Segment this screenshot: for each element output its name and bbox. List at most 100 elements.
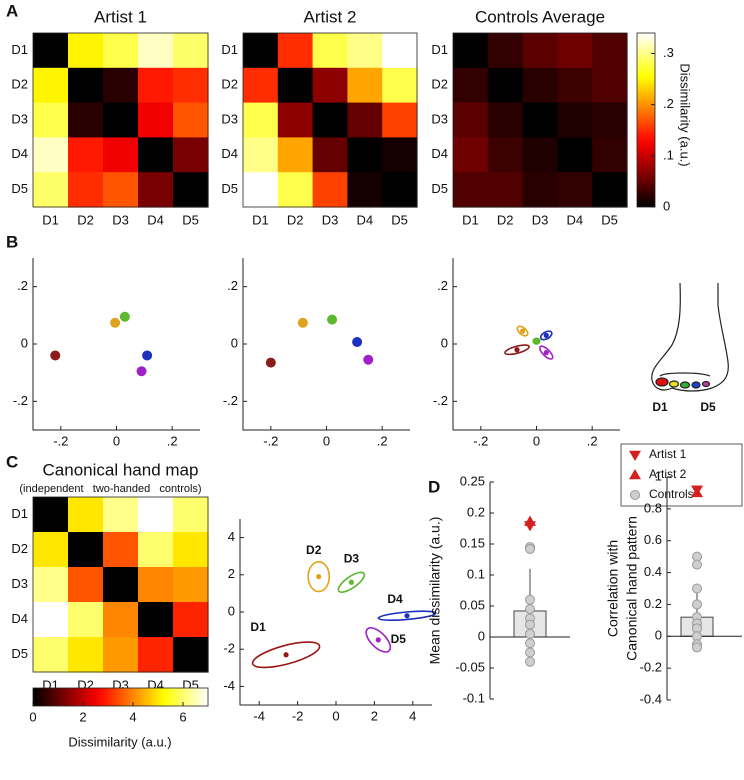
x-tick-label: .2	[377, 433, 388, 448]
heatmap-cell	[453, 67, 489, 104]
heatmap-cell	[103, 137, 139, 173]
colorbar	[32, 687, 209, 707]
confidence-ellipse	[532, 337, 541, 345]
x-tick-label: D4	[147, 212, 164, 227]
y-tick-label: -2	[223, 641, 235, 656]
heatmap-cell	[557, 172, 593, 208]
y-tick-label: -.2	[433, 393, 448, 408]
heatmap-cell	[138, 102, 174, 138]
x-tick-label: D5	[601, 212, 618, 227]
heatmap-cell	[138, 172, 174, 208]
x-tick-label: -.2	[473, 433, 488, 448]
point	[525, 619, 535, 630]
y-axis-label: Mean dissimilarity (a.u.)	[427, 517, 443, 665]
colorbar-tick-label: .1	[663, 147, 674, 162]
y-tick-label: 0	[655, 628, 662, 643]
point	[691, 486, 703, 498]
y-tick-label: -0.05	[455, 659, 485, 674]
heatmap-cell	[103, 67, 139, 104]
x-tick-label: -.2	[53, 433, 68, 448]
heatmap-cell	[33, 33, 69, 69]
heatmap-cell	[487, 102, 524, 138]
y-tick-label: D1	[221, 42, 238, 57]
heatmap-cell	[487, 67, 524, 104]
heatmap-cell	[382, 33, 418, 69]
foot-label: D1	[652, 400, 668, 414]
point	[525, 638, 535, 649]
heatmap-cell	[173, 33, 209, 69]
confidence-ellipse	[365, 627, 392, 653]
heatmap-cell	[173, 532, 209, 568]
heatmap-cell	[138, 637, 174, 673]
heatmap-cell	[312, 67, 348, 104]
y-tick-label: 0.15	[460, 535, 485, 550]
heatmap-cell	[557, 137, 593, 173]
y-tick-label: -0.2	[640, 660, 662, 675]
heatmap-cell	[347, 137, 383, 173]
y-tick-label: D3	[11, 111, 28, 126]
y-tick-label: D3	[221, 111, 238, 126]
heatmap-cell	[453, 33, 489, 69]
heatmap-cell	[277, 137, 314, 173]
heatmap-cell	[68, 67, 104, 104]
point	[543, 350, 549, 356]
heatmap-cell	[173, 172, 209, 208]
y-tick-label: D3	[431, 111, 448, 126]
heatmap-cell	[382, 102, 418, 138]
point	[692, 583, 702, 594]
colorbar-tick-label: 6	[179, 709, 186, 724]
x-tick-label: -2	[292, 708, 304, 723]
point	[110, 317, 121, 328]
x-tick-label: 0	[323, 433, 330, 448]
heatmap-cell	[68, 137, 104, 173]
x-tick-label: D3	[112, 212, 129, 227]
heatmap-cell	[68, 102, 104, 138]
axis	[239, 519, 432, 706]
axis	[32, 258, 200, 431]
y-tick-label: -0.1	[463, 690, 485, 705]
x-tick-label: D1	[462, 212, 479, 227]
y-tick-label: 4	[228, 529, 235, 544]
point	[142, 350, 153, 361]
y-tick-label: .2	[227, 278, 238, 293]
x-tick-label: .2	[587, 433, 598, 448]
heatmap-cell	[173, 637, 209, 673]
point	[348, 579, 354, 585]
colorbar-tick-label: 0	[663, 198, 670, 213]
x-tick-label: 2	[371, 708, 378, 723]
x-tick-label: 4	[409, 708, 416, 723]
heatmap-cell	[173, 567, 209, 603]
heatmap-cell	[557, 102, 593, 138]
x-tick-label: 0	[332, 708, 339, 723]
heatmap-cell	[557, 67, 593, 104]
heatmap-cell	[103, 33, 139, 69]
y-tick-label: D5	[431, 181, 448, 196]
x-tick-label: D2	[77, 212, 94, 227]
x-tick-label: D1	[42, 212, 59, 227]
y-tick-label: 0.6	[644, 532, 662, 547]
chart-title: Artist 2	[304, 7, 357, 26]
legend-label: Artist 2	[649, 467, 687, 481]
heatmap-cell	[522, 137, 558, 173]
heatmap-cell	[382, 172, 418, 208]
heatmap-cell	[243, 33, 279, 69]
heatmap-cell	[138, 497, 174, 533]
x-tick-label: D1	[252, 212, 269, 227]
confidence-ellipse	[307, 560, 331, 593]
heatmap-cell	[33, 567, 69, 603]
y-tick-label: 0	[231, 335, 238, 350]
confidence-ellipse	[516, 325, 529, 337]
heatmap-cell	[347, 102, 383, 138]
y-tick-label: -.2	[223, 393, 238, 408]
heatmap-cell	[33, 497, 69, 533]
heatmap-cell	[312, 33, 348, 69]
foot-label: D5	[700, 400, 716, 414]
point	[404, 613, 410, 619]
confidence-ellipse	[377, 610, 437, 621]
chart-subtitle: (independent two-handed controls)	[19, 483, 201, 495]
heatmap-frame	[32, 496, 209, 673]
point	[533, 338, 540, 344]
y-tick-label: 0.1	[467, 566, 485, 581]
x-tick-label: 0	[113, 433, 120, 448]
heatmap-cell	[277, 33, 314, 69]
